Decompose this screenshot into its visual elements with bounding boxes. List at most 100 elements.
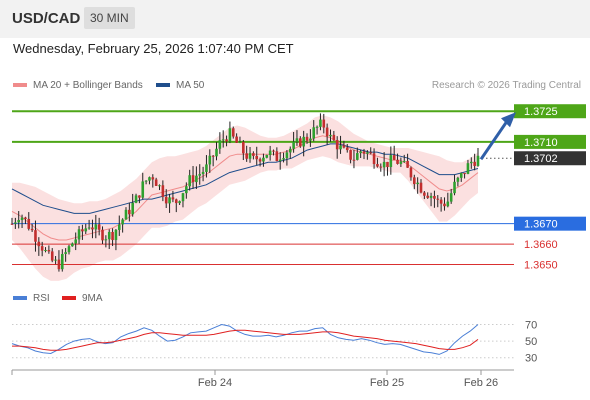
rsi-line bbox=[11, 323, 479, 355]
candle-up bbox=[339, 145, 342, 150]
rsi-tick-70: 70 bbox=[525, 319, 537, 331]
candle-up bbox=[402, 160, 406, 162]
bollinger-band bbox=[12, 115, 478, 281]
candle-up bbox=[315, 126, 319, 128]
candle-down bbox=[305, 136, 309, 141]
candle-down bbox=[352, 159, 356, 161]
timeframe-button[interactable]: 30 MIN bbox=[84, 7, 135, 29]
candle-down bbox=[97, 224, 101, 230]
candle-up bbox=[64, 252, 67, 255]
rsi-swatch bbox=[13, 296, 27, 301]
candle-down bbox=[245, 153, 248, 159]
candle-up bbox=[366, 152, 369, 154]
last-price-label: 1.3702 bbox=[524, 153, 558, 165]
candle-down bbox=[151, 177, 155, 180]
candle-down bbox=[161, 185, 165, 197]
chart-datetime: Wednesday, February 25, 2026 1:07:40 PM … bbox=[13, 41, 294, 56]
candle-down bbox=[392, 155, 396, 160]
candle-up bbox=[268, 150, 272, 155]
instrument-name: USD/CAD bbox=[12, 10, 81, 27]
candle-down bbox=[325, 127, 329, 137]
candle-up bbox=[429, 195, 433, 198]
candle-up bbox=[356, 153, 359, 160]
candle-up bbox=[84, 228, 88, 232]
x-tick-label: Feb 26 bbox=[464, 377, 498, 389]
rsi-tick-30: 30 bbox=[525, 353, 537, 365]
level-label-1.3670: 1.3670 bbox=[524, 219, 558, 231]
candle-down bbox=[386, 161, 389, 168]
candle-up bbox=[208, 155, 212, 165]
candle-up bbox=[265, 154, 269, 158]
candle-up bbox=[466, 163, 470, 174]
candle-up bbox=[168, 197, 171, 204]
ma20-swatch bbox=[13, 83, 27, 88]
candle-up bbox=[198, 174, 202, 176]
candle-down bbox=[322, 119, 326, 128]
candle-down bbox=[231, 128, 235, 137]
candle-down bbox=[24, 217, 27, 219]
forecast-arrow-shaft bbox=[479, 120, 509, 161]
legend-ma50-label: MA 50 bbox=[176, 80, 205, 91]
candle-down bbox=[128, 209, 131, 215]
last-price-tag bbox=[514, 151, 586, 166]
candle-up bbox=[416, 182, 419, 185]
candle-up bbox=[292, 141, 295, 149]
candle-up bbox=[107, 231, 111, 240]
x-tick-label: Feb 25 bbox=[370, 377, 404, 389]
candle-down bbox=[436, 198, 440, 200]
candle-down bbox=[164, 196, 168, 204]
candle-up bbox=[188, 175, 191, 187]
candle-down bbox=[81, 229, 84, 232]
candle-down bbox=[91, 227, 94, 230]
level-label-1.3710: 1.3710 bbox=[524, 137, 558, 149]
candle-down bbox=[473, 161, 476, 166]
candle-down bbox=[409, 167, 413, 178]
candle-down bbox=[423, 192, 426, 196]
candle-down bbox=[30, 228, 34, 231]
candle-up bbox=[20, 217, 24, 221]
candle-down bbox=[396, 159, 399, 164]
candle-up bbox=[158, 185, 161, 187]
candle-up bbox=[44, 249, 47, 251]
candle-down bbox=[439, 199, 443, 204]
candle-down bbox=[463, 173, 466, 175]
candle-up bbox=[114, 229, 118, 241]
candle-down bbox=[369, 152, 373, 154]
candle-down bbox=[138, 195, 141, 198]
candle-up bbox=[469, 161, 473, 164]
candle-up bbox=[399, 161, 403, 164]
legend-9ma-label: 9MA bbox=[82, 293, 103, 304]
candle-down bbox=[27, 218, 31, 229]
candle-up bbox=[312, 127, 316, 139]
candle-down bbox=[225, 139, 228, 142]
candle-down bbox=[426, 195, 430, 198]
candle-up bbox=[54, 259, 57, 261]
candle-up bbox=[282, 158, 285, 160]
legend-9ma: 9MA bbox=[62, 293, 103, 304]
ma20-line bbox=[11, 135, 479, 241]
candle-up bbox=[215, 148, 218, 157]
candle-up bbox=[131, 202, 134, 215]
candle-up bbox=[449, 193, 453, 202]
candle-down bbox=[255, 155, 259, 160]
candle-up bbox=[148, 177, 151, 181]
candle-down bbox=[252, 153, 255, 156]
candle-up bbox=[117, 224, 121, 230]
candle-up bbox=[121, 219, 124, 225]
level-label-1.3660: 1.3660 bbox=[524, 239, 558, 251]
research-credit: Research © 2026 Trading Central bbox=[431, 80, 581, 91]
candle-down bbox=[413, 177, 416, 185]
candle-up bbox=[295, 138, 299, 142]
candle-down bbox=[34, 230, 37, 242]
legend-ma20: MA 20 + Bollinger Bands bbox=[13, 80, 143, 91]
candle-down bbox=[191, 175, 195, 183]
candle-down bbox=[433, 195, 436, 199]
candle-up bbox=[476, 155, 480, 166]
candle-down bbox=[372, 153, 376, 165]
candle-down bbox=[332, 134, 336, 141]
rsi-tick-50: 50 bbox=[525, 336, 537, 348]
candle-down bbox=[376, 164, 379, 167]
9ma-swatch bbox=[62, 296, 76, 301]
candle-down bbox=[235, 136, 238, 143]
